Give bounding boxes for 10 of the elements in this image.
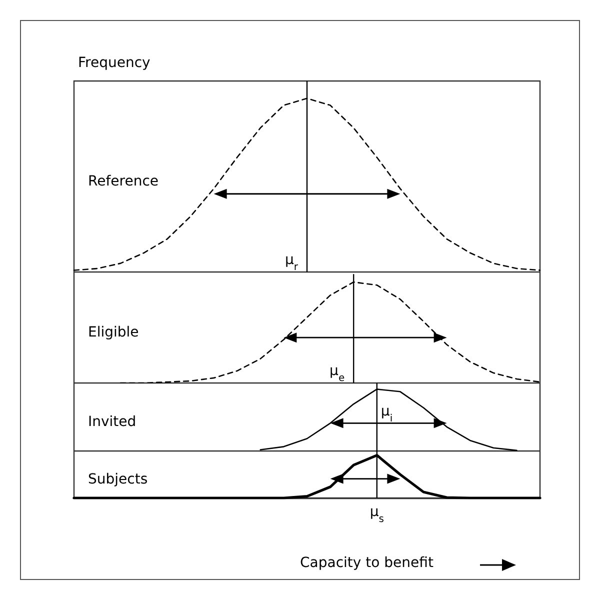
text: Invited (88, 414, 136, 430)
y-axis-title: Frequency (78, 55, 150, 71)
annotation: μ$_{e}$ (330, 363, 345, 384)
text: Reference (88, 174, 158, 190)
text: Eligible (88, 324, 139, 340)
annotation: μ$_{i}$ (380, 404, 393, 424)
x-axis-title: Capacity to benefit (300, 555, 434, 571)
text: μ$_{s}$ (370, 504, 384, 524)
annotation: μ$_{r}$ (284, 252, 299, 272)
series-label: Subjects (88, 472, 148, 488)
